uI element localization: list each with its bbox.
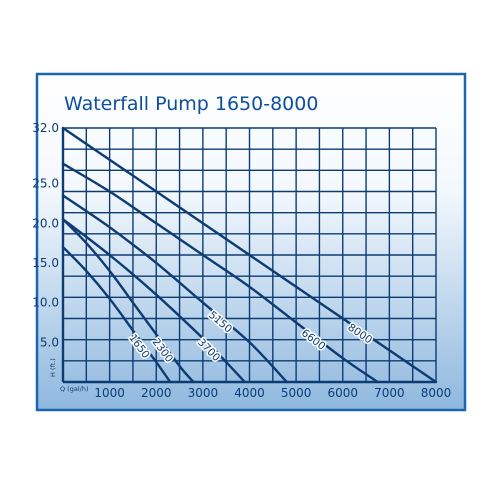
x-tick-label: 5000 [281,386,312,400]
chart-title: Waterfall Pump 1650-8000 [64,93,318,115]
y-tick-label: 32.0 [32,121,59,135]
curve-6600 [61,162,379,384]
chart-background [35,72,467,412]
curve-1650 [61,245,172,384]
curve-8000 [61,126,438,384]
y-tick-label: 5.0 [40,335,59,349]
y-tick-label: 20.0 [32,216,59,230]
y-axis-label: H (ft.) [49,358,57,377]
x-axis-label: Q (gal/h) [60,385,88,393]
curve-3700 [61,218,246,384]
x-tick-label: 3000 [188,386,219,400]
y-tick-label: 25.0 [32,177,59,191]
pump-curves [61,126,438,384]
x-tick-label: 6000 [327,386,358,400]
x-tick-label: 7000 [374,386,405,400]
y-tick-label: 10.0 [32,296,59,310]
x-tick-label: 8000 [421,386,452,400]
x-tick-labels: 1000 2000 3000 4000 5000 6000 7000 8000 [94,386,451,400]
x-tick-label: 2000 [141,386,172,400]
y-tick-label: 15.0 [32,256,59,270]
curve-5150 [61,194,288,384]
x-tick-label: 4000 [234,386,265,400]
y-tick-labels: 5.0 10.0 15.0 20.0 25.0 32.0 [32,121,59,349]
curve-2300 [61,218,195,384]
grid-lines [61,127,437,384]
x-tick-label: 1000 [94,386,125,400]
